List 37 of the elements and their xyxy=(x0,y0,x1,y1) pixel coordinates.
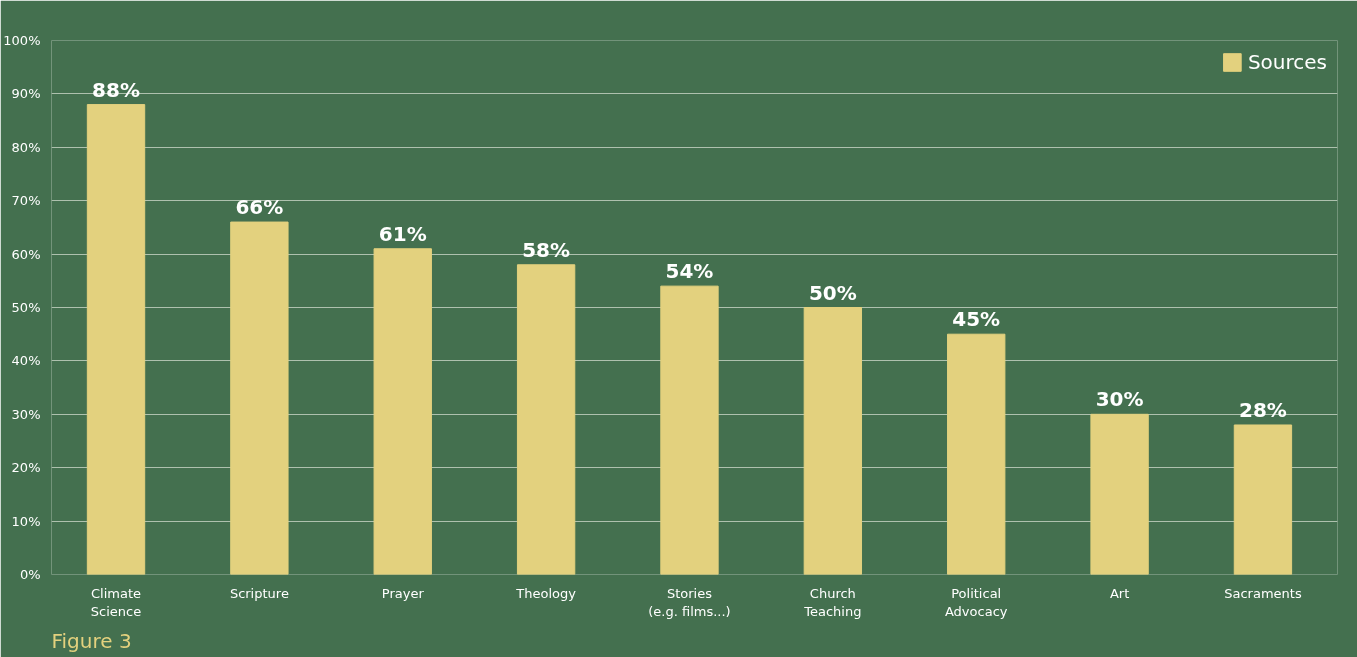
text: 45% xyxy=(952,307,1001,332)
x-tick-label: Theology xyxy=(515,585,577,601)
y-tick-label: 40% xyxy=(11,353,41,369)
text: 50% xyxy=(808,280,857,305)
x-tick-label: Stories (e.g. films...) xyxy=(648,585,731,619)
y-tick-label: 50% xyxy=(11,300,41,315)
text: 54% xyxy=(665,259,714,284)
text: 66% xyxy=(235,195,284,220)
x-tick-label: Sacraments xyxy=(1224,585,1302,601)
x-tick-label: Art xyxy=(1109,585,1130,601)
x-tick-label: Prayer xyxy=(381,585,425,601)
bar xyxy=(373,248,432,575)
x-tick-label: Climate Science xyxy=(90,585,142,619)
x-tick-label: Political Advocacy xyxy=(944,585,1008,619)
text: 30% xyxy=(1095,387,1144,412)
y-tick-label: 90% xyxy=(11,86,41,102)
bar xyxy=(660,285,719,575)
bar xyxy=(803,307,863,575)
bar xyxy=(1090,413,1149,575)
caption: Figure 3 xyxy=(51,628,132,653)
bar xyxy=(86,104,146,575)
bar xyxy=(1233,424,1293,575)
y-tick-label: 100% xyxy=(3,33,41,48)
text: 61% xyxy=(378,221,427,246)
legend-label: Sources xyxy=(1247,50,1327,74)
bar xyxy=(516,264,576,575)
y-tick-label: 30% xyxy=(11,406,41,422)
y-tick-label: 0% xyxy=(19,567,41,582)
bar xyxy=(230,221,289,575)
y-tick-label: 60% xyxy=(11,246,41,262)
bar xyxy=(947,333,1006,575)
x-tick-label: Scripture xyxy=(229,585,289,601)
y-tick-label: 10% xyxy=(11,513,41,529)
x-tick-label: Church Teaching xyxy=(803,585,862,619)
y-tick-label: 70% xyxy=(11,193,41,209)
y-tick-label: 20% xyxy=(11,460,41,476)
y-tick-label: 80% xyxy=(11,139,41,155)
